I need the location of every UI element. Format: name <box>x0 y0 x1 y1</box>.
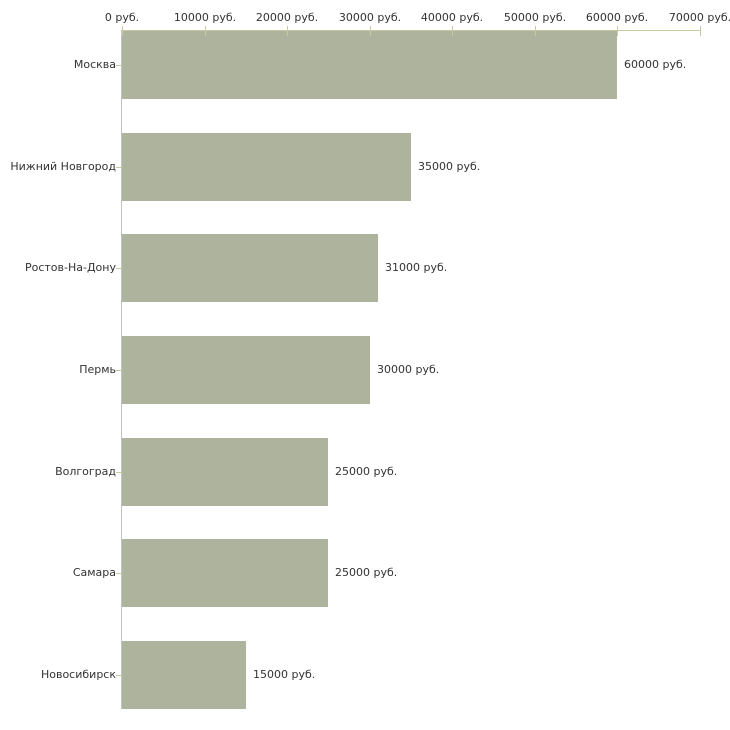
category-tick-mark <box>116 370 122 371</box>
x-axis-tick-label: 50000 руб. <box>503 11 567 24</box>
value-label: 15000 руб. <box>253 668 316 681</box>
category-tick-mark <box>116 472 122 473</box>
x-axis-tick-mark <box>452 26 453 36</box>
bar <box>122 641 246 709</box>
bar <box>122 539 328 607</box>
x-axis-tick-mark <box>700 26 701 36</box>
x-axis-tick-label: 20000 руб. <box>255 11 319 24</box>
x-axis-tick-mark <box>535 26 536 36</box>
x-axis-tick-label: 40000 руб. <box>420 11 484 24</box>
category-tick-mark <box>116 65 122 66</box>
category-axis-line <box>121 30 122 709</box>
category-label: Москва <box>73 58 116 71</box>
category-label: Самара <box>72 566 116 579</box>
category-tick-mark <box>116 268 122 269</box>
value-label: 25000 руб. <box>335 465 398 478</box>
category-label: Волгоград <box>55 465 116 478</box>
category-label: Пермь <box>79 363 116 376</box>
bar <box>122 234 378 302</box>
x-axis-tick-label: 70000 руб. <box>668 11 730 24</box>
value-label: 30000 руб. <box>377 363 440 376</box>
x-axis-tick-mark <box>370 26 371 36</box>
bar <box>122 31 617 99</box>
bar <box>122 336 370 404</box>
x-axis-tick-label: 0 руб. <box>104 11 140 24</box>
x-axis-tick-label: 30000 руб. <box>338 11 402 24</box>
value-label: 25000 руб. <box>335 566 398 579</box>
x-axis-tick-mark <box>287 26 288 36</box>
category-label: Новосибирск <box>40 668 116 681</box>
x-axis-tick-label: 60000 руб. <box>585 11 649 24</box>
bar <box>122 133 411 201</box>
x-axis-tick-mark <box>205 26 206 36</box>
x-axis-tick-mark <box>617 26 618 36</box>
category-tick-mark <box>116 573 122 574</box>
bar <box>122 438 328 506</box>
category-tick-mark <box>116 675 122 676</box>
value-label: 35000 руб. <box>418 160 481 173</box>
value-label: 31000 руб. <box>385 261 448 274</box>
x-axis-tick-label: 10000 руб. <box>173 11 237 24</box>
category-label: Ростов-На-Дону <box>24 261 116 274</box>
x-axis-tick-mark <box>122 26 123 36</box>
category-label: Нижний Новгород <box>10 160 116 173</box>
category-tick-mark <box>116 167 122 168</box>
value-label: 60000 руб. <box>624 58 687 71</box>
value-axis-line <box>121 30 700 31</box>
